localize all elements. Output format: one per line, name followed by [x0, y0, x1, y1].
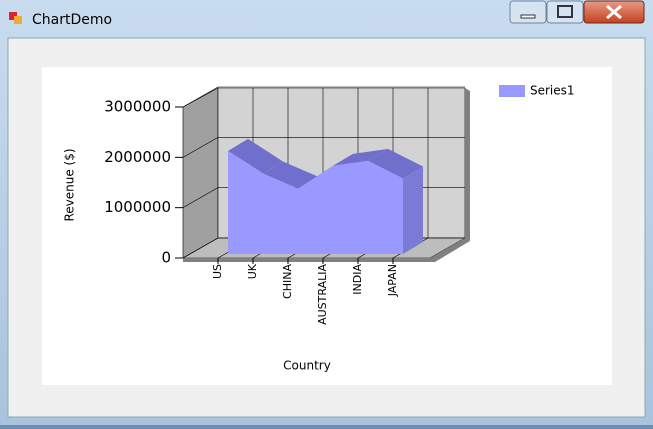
minimize-icon [520, 14, 536, 19]
area-top-face [228, 138, 283, 174]
window-title: ChartDemo [32, 12, 112, 28]
grid-line [182, 137, 219, 158]
y-tick-label: 2000000 [104, 148, 171, 166]
y-tick-label: 1000000 [104, 198, 171, 216]
legend-swatch [499, 85, 525, 97]
x-tick-label: AUSTRALIA [316, 264, 329, 325]
grid-line [182, 237, 219, 259]
grid-line [182, 187, 219, 208]
maximize-button[interactable] [546, 0, 584, 24]
y-tick-label: 3000000 [104, 98, 171, 116]
wall-shadow [465, 88, 470, 241]
area-top-face [333, 148, 388, 166]
maximize-icon [557, 5, 573, 18]
grid-line [182, 86, 219, 108]
left-wall [182, 87, 219, 259]
app-icon [9, 12, 17, 20]
app-icon [14, 16, 22, 24]
floor-shadow [183, 238, 470, 262]
x-tick-label: CHINA [281, 264, 294, 299]
area-top-face [263, 161, 318, 189]
area-top-face [368, 148, 423, 179]
y-axis-title: Revenue ($) [63, 148, 77, 221]
minimize-button[interactable] [509, 0, 547, 24]
x-tick-label: JAPAN [386, 264, 399, 297]
area-end-face [403, 166, 423, 254]
x-tick-label: US [211, 264, 224, 279]
legend-label: Series1 [530, 84, 575, 98]
x-tick-label: INDIA [351, 264, 364, 295]
area [228, 150, 403, 254]
chart: Revenue ($) Country 0 1000000 2000000 30000… [63, 84, 575, 373]
close-icon [606, 4, 622, 20]
x-tick-label: UK [246, 263, 259, 279]
y-tick-label: 0 [161, 249, 171, 267]
x-axis-title: Country [283, 359, 331, 373]
